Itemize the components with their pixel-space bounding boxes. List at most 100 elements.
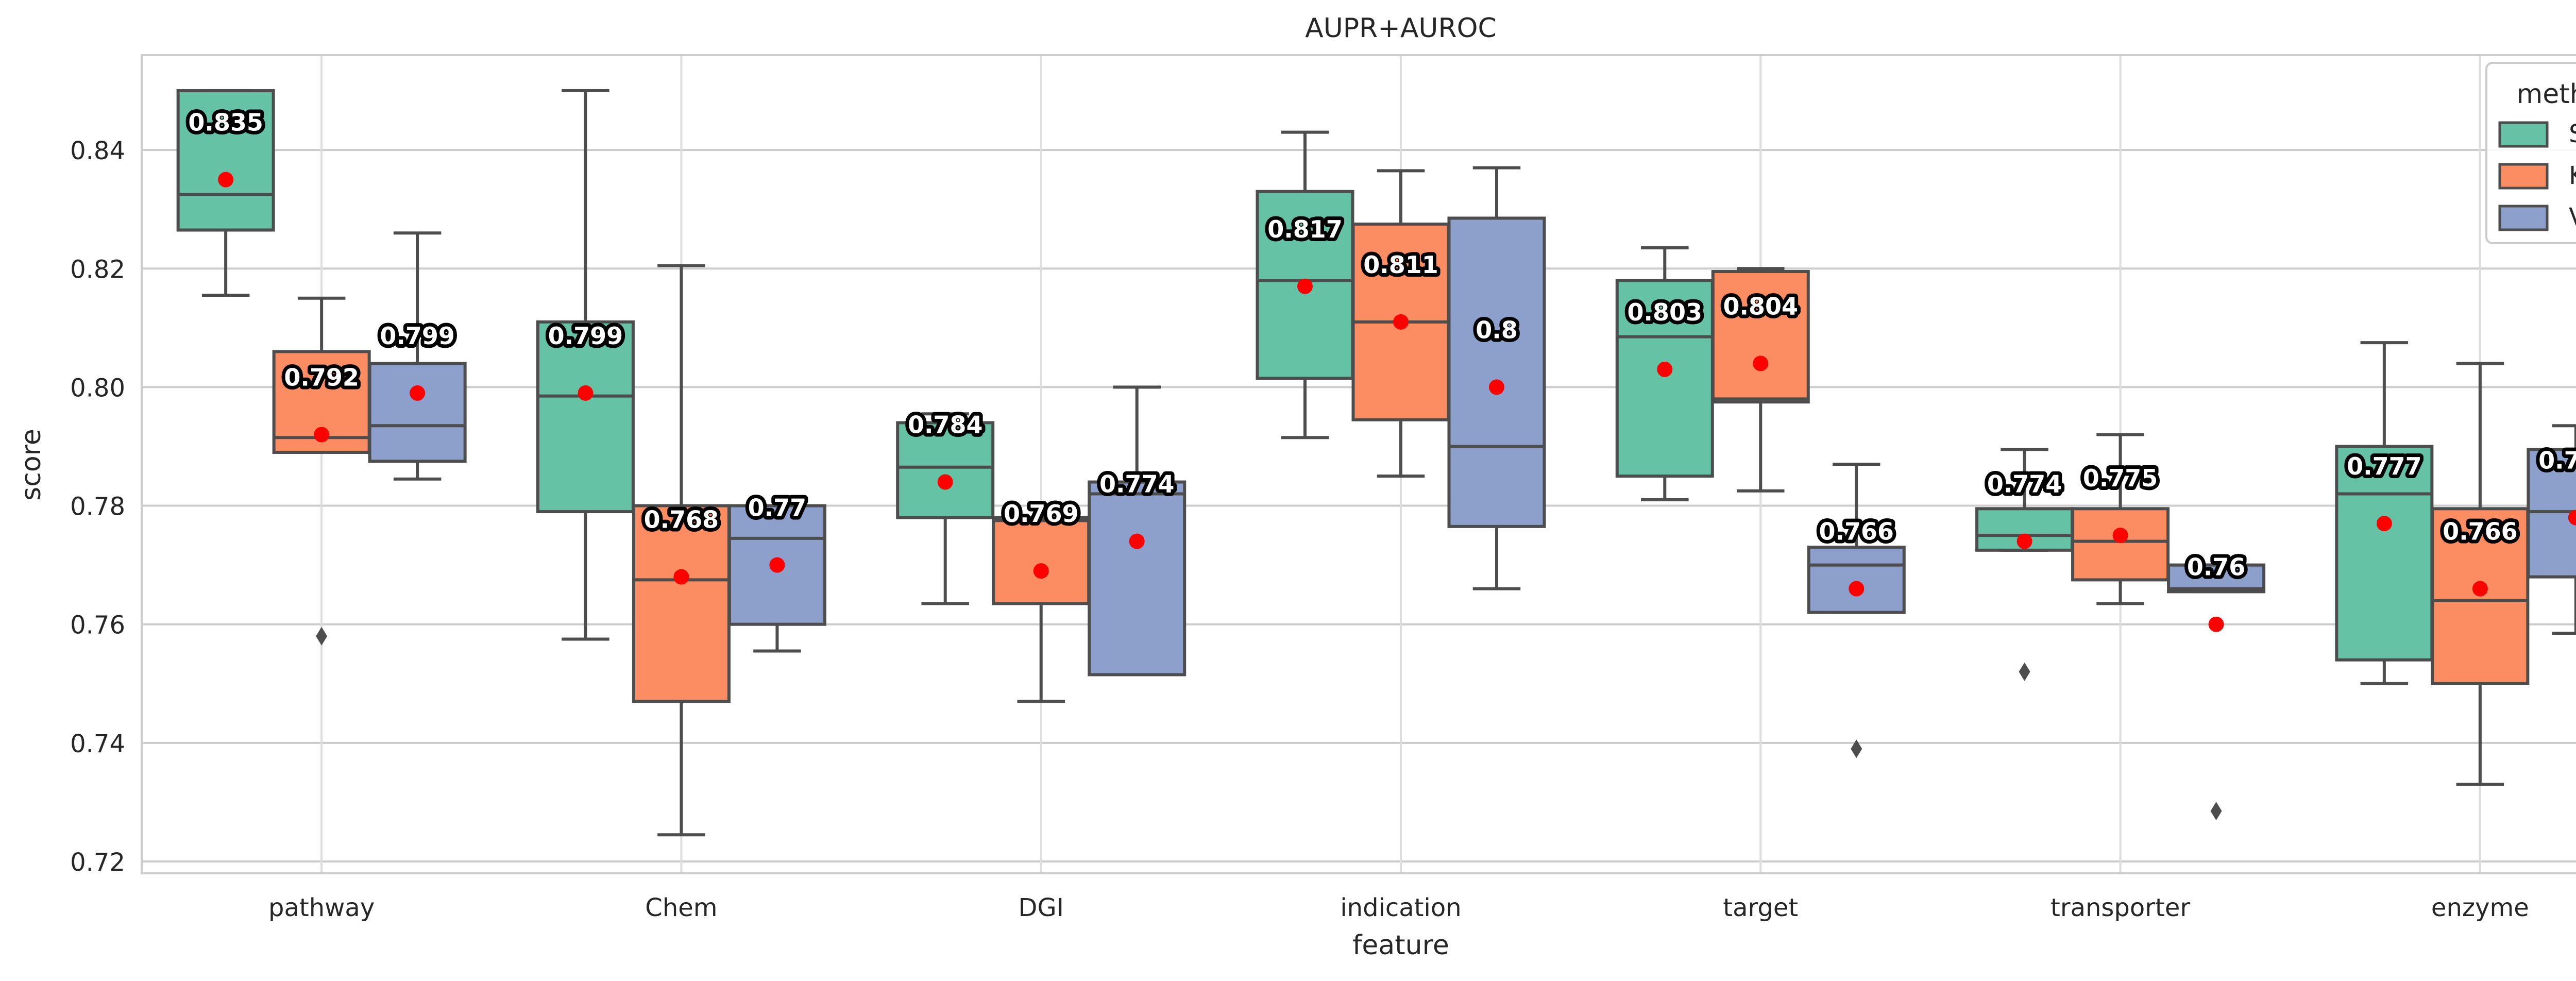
mean-point (1393, 314, 1409, 330)
mean-value-label: 0.835 (188, 109, 263, 137)
mean-point (1753, 356, 1769, 371)
legend-frame (2485, 62, 2576, 244)
x-tick-label: enzyme (2431, 893, 2529, 922)
x-tick-label: target (1723, 893, 1798, 922)
mean-point (673, 569, 689, 585)
legend-label-krr: KRR (2569, 161, 2576, 190)
mean-value-label: 0.784 (908, 411, 983, 439)
y-tick-label: 0.82 (70, 255, 125, 284)
mean-point (1129, 533, 1145, 549)
x-axis-title: feature (1352, 930, 1449, 961)
mean-value-label: 0.817 (1267, 215, 1343, 243)
box-skr-enzyme (2335, 341, 2434, 685)
mean-point (1657, 361, 1673, 377)
mean-value-label: 0.768 (644, 506, 719, 534)
mean-value-label: 0.777 (2347, 452, 2422, 480)
box-skr-chem (536, 89, 635, 641)
box-body (896, 421, 995, 519)
outlier-point (1851, 739, 1862, 758)
box-krr-enzyme (2431, 362, 2530, 786)
mean-point (2112, 528, 2128, 544)
mean-value-label: 0.774 (1099, 470, 1175, 498)
box-body (1615, 279, 1714, 478)
box-body (2071, 507, 2170, 582)
mean-point (2472, 581, 2488, 597)
box-vkr-transporter (2167, 563, 2266, 821)
box-body (2335, 445, 2434, 662)
mean-value-label: 0.766 (2443, 518, 2518, 546)
box-body (536, 320, 635, 514)
mean-point (218, 172, 234, 188)
mean-value-label: 0.803 (1628, 298, 1703, 326)
box-skr-dgi (896, 412, 995, 605)
chart-title: AUPR+AUROC (1305, 13, 1497, 44)
mean-value-label: 0.8 (1476, 316, 1518, 344)
mean-value-label: 0.804 (1723, 292, 1799, 320)
box-skr-target (1615, 246, 1714, 502)
mean-point (2016, 533, 2032, 549)
mean-point (410, 385, 426, 401)
outlier-point (2210, 802, 2222, 821)
mean-value-label: 0.77 (748, 494, 807, 522)
plot-area-frame (141, 54, 2576, 874)
mean-value-label: 0.778 (2538, 447, 2576, 475)
box-vkr-target (1807, 463, 1906, 758)
box-krr-target (1711, 267, 1810, 493)
y-tick-label: 0.80 (70, 374, 125, 402)
box-body (1711, 270, 1810, 404)
mean-value-label: 0.766 (1819, 518, 1894, 546)
box-body (1088, 480, 1187, 676)
grid-lines (142, 55, 2576, 873)
box-body (1447, 216, 1546, 528)
mean-point (1489, 379, 1504, 395)
box-vkr-chem (727, 504, 826, 653)
box-groups (176, 89, 2576, 837)
box-vkr-pathway (368, 231, 467, 481)
mean-value-label: 0.769 (1004, 500, 1079, 528)
mean-markers (218, 172, 2576, 632)
box-body (176, 89, 275, 232)
y-tick-label: 0.74 (70, 730, 125, 758)
mean-point (1033, 563, 1049, 579)
box-body (632, 504, 731, 703)
legend-swatch-krr (2498, 163, 2549, 190)
box-skr-pathway (176, 89, 275, 297)
mean-value-label: 0.799 (380, 322, 455, 350)
mean-value-label: 0.811 (1363, 251, 1438, 279)
legend: method SKR KRR VKR (2485, 62, 2576, 244)
y-tick-label: 0.72 (70, 848, 125, 877)
mean-value-label: 0.774 (1987, 470, 2062, 498)
box-vkr-dgi (1088, 385, 1187, 676)
mean-labels: 0.835 0.799 0.784 0.817 0.803 0.774 0.777 0.792… (184, 105, 2576, 585)
box-krr-chem (632, 264, 731, 837)
mean-point (1297, 278, 1313, 294)
mean-value-label: 0.799 (548, 322, 623, 350)
box-body (368, 362, 467, 463)
mean-point (2208, 616, 2224, 632)
mean-point (2376, 516, 2392, 532)
legend-title: method (2517, 79, 2576, 110)
legend-label-skr: SKR (2569, 120, 2576, 148)
mean-value-label: 0.775 (2083, 464, 2158, 492)
outlier-point (2019, 662, 2030, 681)
axis-ticks: 0.72 0.74 0.76 0.78 0.80 0.82 0.84 pathway Chem D… (70, 137, 2529, 922)
box-krr-dgi (992, 516, 1091, 703)
y-tick-label: 0.78 (70, 493, 125, 521)
mean-point (1849, 581, 1865, 597)
box-body (1807, 546, 1906, 614)
legend-swatch-skr (2498, 121, 2549, 148)
mean-point (937, 474, 953, 490)
x-tick-label: transporter (2050, 893, 2190, 922)
mean-point (314, 427, 330, 443)
legend-swatch-vkr (2498, 205, 2549, 231)
y-axis-title: score (16, 429, 47, 501)
mean-value-label: 0.76 (2187, 553, 2246, 581)
mean-point (578, 385, 594, 401)
box-krr-transporter (2071, 433, 2170, 605)
box-vkr-indication (1447, 166, 1546, 590)
mean-point (769, 557, 785, 573)
legend-label-vkr: VKR (2569, 203, 2576, 232)
outlier-point (316, 627, 328, 646)
y-tick-label: 0.76 (70, 611, 125, 640)
